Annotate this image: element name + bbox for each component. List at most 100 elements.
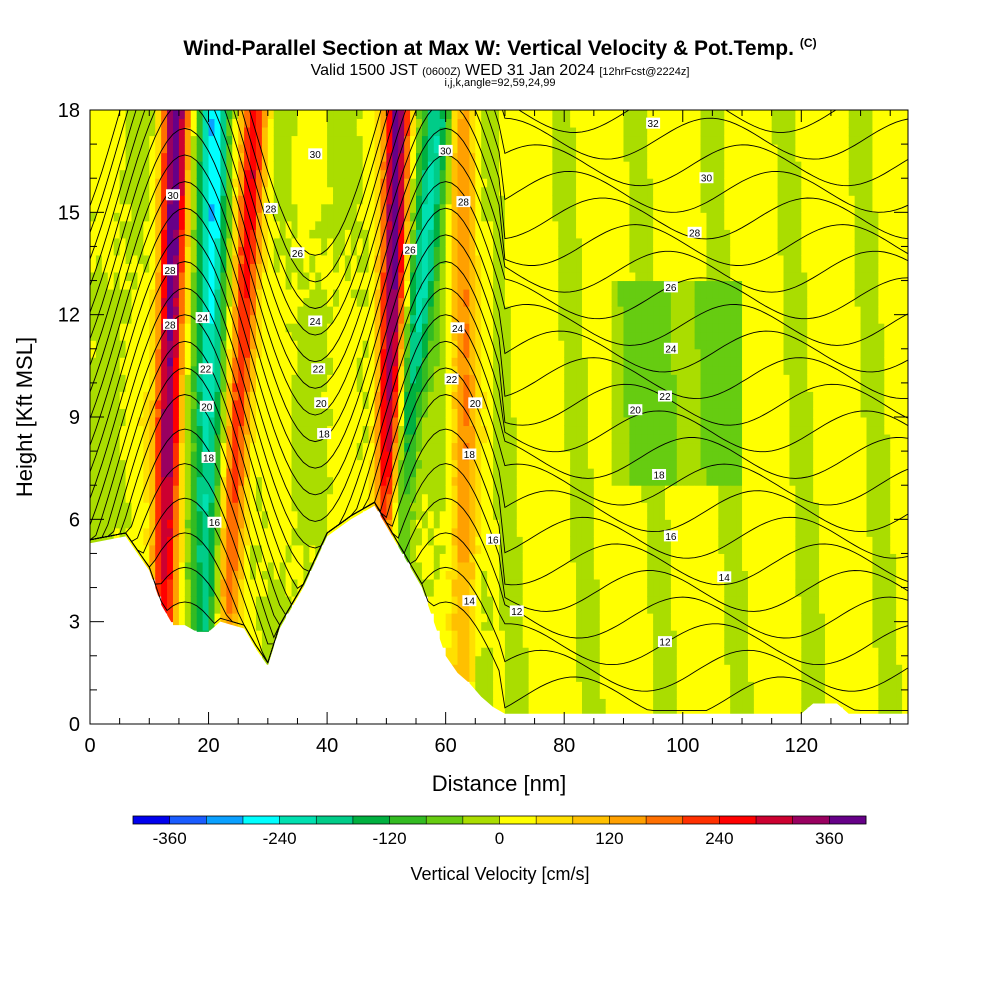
velocity-cell bbox=[196, 220, 204, 230]
velocity-cell bbox=[522, 544, 530, 554]
velocity-cell bbox=[581, 596, 589, 606]
velocity-cell bbox=[439, 587, 447, 597]
velocity-cell bbox=[119, 476, 127, 486]
velocity-cell bbox=[279, 348, 287, 358]
velocity-cell bbox=[398, 289, 405, 299]
velocity-cell bbox=[570, 178, 577, 188]
velocity-cell bbox=[356, 289, 364, 299]
velocity-cell bbox=[303, 459, 310, 469]
velocity-cell bbox=[427, 485, 435, 495]
velocity-cell bbox=[95, 212, 103, 222]
velocity-cell bbox=[315, 169, 322, 179]
velocity-cell bbox=[184, 604, 192, 614]
velocity-cell bbox=[451, 314, 459, 324]
velocity-cell bbox=[487, 451, 494, 461]
velocity-cell bbox=[457, 297, 464, 307]
velocity-cell bbox=[564, 152, 571, 162]
velocity-cell bbox=[475, 374, 482, 384]
velocity-cell bbox=[101, 127, 109, 137]
velocity-cell bbox=[149, 451, 156, 461]
velocity-cell bbox=[546, 442, 553, 452]
velocity-cell bbox=[516, 314, 524, 324]
velocity-cell bbox=[493, 340, 500, 350]
velocity-cell bbox=[546, 587, 553, 597]
velocity-cell bbox=[267, 391, 275, 401]
velocity-cell bbox=[161, 306, 168, 316]
velocity-cell bbox=[137, 519, 144, 529]
velocity-cell bbox=[172, 272, 180, 282]
velocity-cell bbox=[232, 178, 239, 188]
velocity-cell bbox=[291, 212, 298, 222]
velocity-cell bbox=[285, 536, 293, 546]
velocity-cell bbox=[333, 510, 340, 520]
velocity-cell bbox=[273, 314, 281, 324]
velocity-cell bbox=[398, 263, 405, 273]
velocity-cell bbox=[534, 647, 541, 657]
velocity-cell bbox=[119, 289, 127, 299]
velocity-cell bbox=[558, 587, 565, 597]
velocity-cell bbox=[208, 502, 215, 512]
velocity-cell bbox=[576, 118, 583, 128]
velocity-cell bbox=[250, 195, 257, 205]
velocity-cell bbox=[463, 510, 470, 520]
velocity-cell bbox=[273, 519, 281, 529]
velocity-cell bbox=[552, 621, 559, 631]
velocity-cell bbox=[558, 596, 565, 606]
velocity-cell bbox=[392, 152, 399, 162]
velocity-cell bbox=[581, 664, 589, 674]
velocity-cell bbox=[255, 212, 263, 222]
velocity-cell bbox=[161, 203, 168, 213]
velocity-cell bbox=[558, 340, 565, 350]
velocity-cell bbox=[416, 169, 423, 179]
velocity-cell bbox=[552, 570, 559, 580]
velocity-cell bbox=[487, 553, 494, 563]
velocity-cell bbox=[493, 306, 500, 316]
velocity-cell bbox=[433, 314, 441, 324]
velocity-cell bbox=[421, 536, 429, 546]
velocity-cell bbox=[250, 638, 257, 648]
velocity-cell bbox=[534, 706, 541, 716]
velocity-cell bbox=[499, 536, 506, 546]
velocity-cell bbox=[113, 451, 121, 461]
velocity-cell bbox=[457, 161, 464, 171]
velocity-cell bbox=[463, 485, 470, 495]
velocity-cell bbox=[95, 161, 103, 171]
velocity-cell bbox=[581, 570, 589, 580]
velocity-cell bbox=[451, 459, 459, 469]
velocity-cell bbox=[528, 297, 536, 307]
velocity-cell bbox=[279, 203, 287, 213]
velocity-cell bbox=[451, 664, 459, 674]
velocity-cell bbox=[178, 382, 186, 392]
velocity-cell bbox=[196, 348, 204, 358]
velocity-cell bbox=[184, 135, 192, 145]
velocity-cell bbox=[291, 118, 298, 128]
velocity-cell bbox=[184, 434, 192, 444]
velocity-cell bbox=[137, 459, 144, 469]
subtitle-valid-time: Valid 1500 JST bbox=[310, 62, 418, 79]
velocity-cell bbox=[344, 391, 352, 401]
velocity-cell bbox=[172, 118, 180, 128]
velocity-cell bbox=[220, 178, 227, 188]
velocity-cell bbox=[522, 672, 530, 682]
velocity-cell bbox=[516, 442, 524, 452]
velocity-cell bbox=[552, 391, 559, 401]
velocity-cell bbox=[250, 237, 257, 247]
velocity-cell bbox=[398, 280, 405, 290]
velocity-cell bbox=[386, 272, 393, 282]
velocity-cell bbox=[499, 510, 506, 520]
velocity-cell bbox=[167, 306, 174, 316]
velocity-cell bbox=[149, 510, 156, 520]
velocity-cell bbox=[552, 544, 559, 554]
velocity-cell bbox=[540, 212, 547, 222]
velocity-cell bbox=[380, 237, 387, 247]
velocity-cell bbox=[493, 161, 500, 171]
velocity-cell bbox=[338, 323, 346, 333]
velocity-cell bbox=[255, 399, 263, 409]
velocity-cell bbox=[356, 237, 364, 247]
velocity-cell bbox=[273, 229, 281, 239]
velocity-cell bbox=[421, 169, 429, 179]
velocity-cell bbox=[516, 357, 524, 367]
velocity-cell bbox=[220, 613, 227, 623]
velocity-cell bbox=[161, 127, 168, 137]
velocity-cell bbox=[368, 254, 376, 264]
